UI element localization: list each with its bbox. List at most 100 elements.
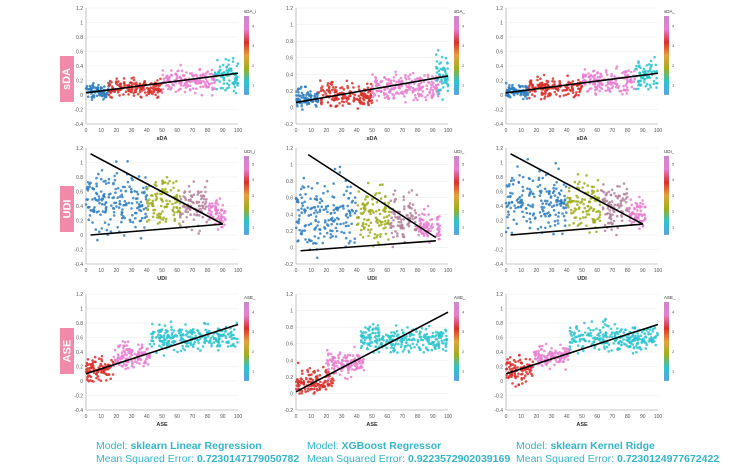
data-point [184, 323, 187, 326]
data-point [508, 195, 512, 198]
data-point [507, 213, 511, 216]
data-point [332, 196, 336, 199]
data-point [614, 79, 618, 83]
data-point [391, 87, 394, 91]
data-point [221, 220, 225, 223]
data-point [207, 85, 210, 89]
data-point [361, 221, 365, 225]
data-point [616, 226, 619, 230]
y-tick-label: -0.4 [494, 262, 503, 268]
data-point [148, 342, 152, 346]
data-point [613, 331, 616, 335]
data-point [649, 328, 652, 332]
data-point [143, 88, 146, 91]
data-point [309, 213, 313, 217]
data-point [538, 183, 542, 187]
data-point [617, 342, 621, 345]
data-point [368, 98, 371, 102]
data-point [116, 356, 120, 360]
data-point [535, 350, 538, 353]
data-point [120, 354, 124, 357]
data-point [577, 78, 580, 82]
y-tick-label: 0.6 [286, 342, 293, 348]
data-point [614, 194, 618, 198]
data-point [643, 77, 647, 81]
x-tick-label: 80 [415, 414, 421, 420]
data-point [204, 205, 208, 209]
data-point [338, 171, 342, 174]
data-point [354, 367, 358, 371]
data-point [403, 205, 406, 208]
x-tick-label: 70 [190, 268, 196, 274]
data-point [333, 367, 336, 370]
data-point [122, 81, 126, 84]
caption-mse-value: 0.7230124977672422 [616, 453, 720, 465]
data-point [411, 217, 415, 221]
data-point [356, 107, 360, 110]
data-point [162, 334, 166, 337]
data-point [435, 60, 439, 63]
data-point [632, 220, 636, 224]
data-point [183, 348, 187, 352]
data-point [573, 340, 577, 343]
data-point [344, 359, 347, 363]
data-point [603, 223, 607, 227]
data-point [412, 88, 416, 92]
data-point [591, 75, 594, 78]
data-point [601, 320, 605, 323]
data-point [326, 382, 330, 385]
data-point [329, 236, 332, 239]
data-point [552, 87, 555, 90]
data-point [407, 191, 411, 194]
data-point [645, 329, 648, 332]
data-point [346, 216, 350, 219]
y-tick-label: -0.2 [74, 248, 83, 254]
data-point [110, 90, 114, 93]
data-point [196, 193, 200, 196]
data-point [545, 363, 548, 367]
data-point [138, 348, 142, 351]
data-point [368, 325, 372, 329]
data-point [322, 383, 325, 386]
data-point [319, 197, 322, 201]
data-point [399, 227, 403, 230]
data-point [606, 207, 610, 210]
data-point [371, 84, 374, 88]
data-point [313, 228, 316, 231]
data-point [330, 366, 334, 370]
data-point [326, 353, 330, 357]
data-point [537, 356, 540, 360]
data-point [109, 230, 113, 233]
data-point [581, 345, 585, 348]
data-point [180, 328, 184, 332]
data-point [222, 78, 226, 82]
data-point [131, 221, 135, 224]
data-point [118, 94, 121, 97]
data-point [102, 91, 106, 95]
data-point [376, 233, 379, 237]
data-point [92, 187, 96, 191]
data-point [510, 85, 514, 89]
data-point [528, 96, 531, 100]
y-tick-label: 0.2 [286, 375, 293, 381]
data-point [164, 76, 168, 80]
data-point [576, 173, 580, 176]
x-tick-label: 50 [369, 268, 375, 274]
data-point [373, 80, 377, 84]
x-tick-label: 30 [339, 128, 345, 134]
data-point [518, 85, 522, 89]
data-point [175, 74, 179, 77]
data-point [656, 333, 660, 337]
data-point [415, 330, 418, 334]
data-point [343, 354, 347, 357]
data-point [630, 211, 634, 215]
data-point [303, 200, 307, 204]
data-point [639, 334, 643, 338]
data-point [598, 334, 601, 338]
data-point [326, 84, 329, 87]
data-point [353, 237, 357, 240]
data-point [394, 324, 398, 327]
data-point [144, 212, 147, 216]
data-point [653, 55, 656, 59]
data-point [421, 343, 425, 347]
